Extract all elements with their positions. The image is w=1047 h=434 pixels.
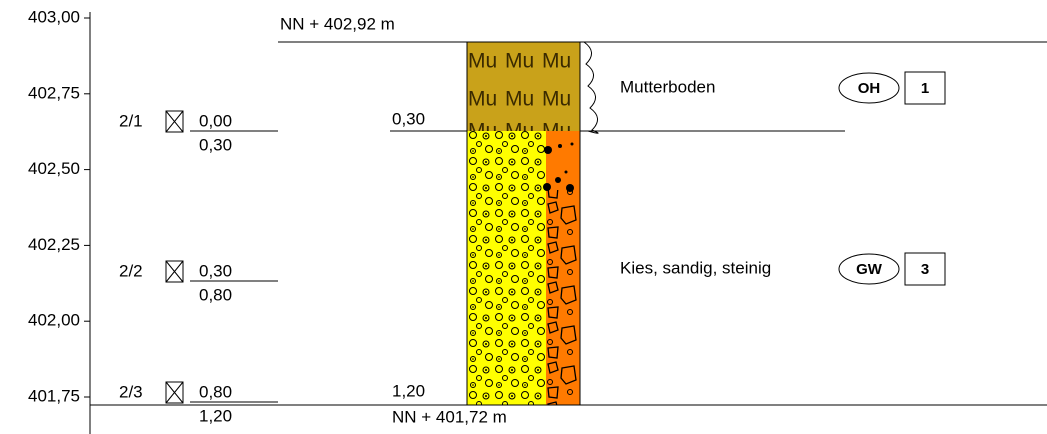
pattern-text: Mu <box>468 88 497 111</box>
axis-ticks: 403,00 402,75 402,50 402,25 402,00 401,75 <box>28 7 90 405</box>
tick-label: 402,50 <box>28 159 80 178</box>
soil-class: 3 <box>921 261 929 278</box>
tick-label: 403,00 <box>28 7 80 26</box>
sample-cross <box>166 111 183 132</box>
pattern-text: Mu <box>505 88 534 111</box>
bottom-level: NN + 401,72 m <box>392 407 507 426</box>
sample-id: 2/3 <box>119 382 143 401</box>
topsoil-pattern: MuMuMuMuMuMuMuMuMu <box>468 50 571 143</box>
pattern-text: Mu <box>542 50 571 73</box>
pattern-text: Mu <box>542 88 571 111</box>
sample-to: 1,20 <box>199 406 232 425</box>
borehole-log: 403,00 402,75 402,50 402,25 402,00 401,75 NN … <box>0 0 1047 434</box>
samples: 2/1 0,00 0,30 2/2 0,30 0,80 2/3 0,80 1,20 <box>119 111 278 425</box>
gravel-pattern <box>467 131 546 405</box>
wavy-line <box>584 42 598 133</box>
sample-id: 2/1 <box>119 111 143 130</box>
pattern-text: Mu <box>468 50 497 73</box>
sample-from: 0,00 <box>199 111 232 130</box>
sample-from: 0,80 <box>199 382 232 401</box>
pattern-text: Mu <box>505 50 534 73</box>
tick-label: 402,75 <box>28 83 80 102</box>
sample-to: 0,30 <box>199 135 232 154</box>
top-level: NN + 402,92 m <box>280 14 395 33</box>
sample-id: 2/2 <box>119 261 143 280</box>
soil-group: OH <box>858 80 881 97</box>
sample-from: 0,30 <box>199 261 232 280</box>
tick-label: 402,25 <box>28 235 80 254</box>
layer-description: Mutterboden <box>620 77 715 96</box>
tick-label: 402,00 <box>28 311 80 330</box>
soil-group: GW <box>856 261 883 278</box>
stone-pattern <box>546 190 580 405</box>
layer-depth: 0,30 <box>392 109 425 128</box>
soil-class: 1 <box>921 80 929 97</box>
layer-description: Kies, sandig, steinig <box>620 258 771 277</box>
sample-cross <box>166 261 183 282</box>
sample-to: 0,80 <box>199 285 232 304</box>
sample-cross <box>166 382 183 403</box>
tick-label: 401,75 <box>28 386 80 405</box>
layer-depth: 1,20 <box>392 381 425 400</box>
